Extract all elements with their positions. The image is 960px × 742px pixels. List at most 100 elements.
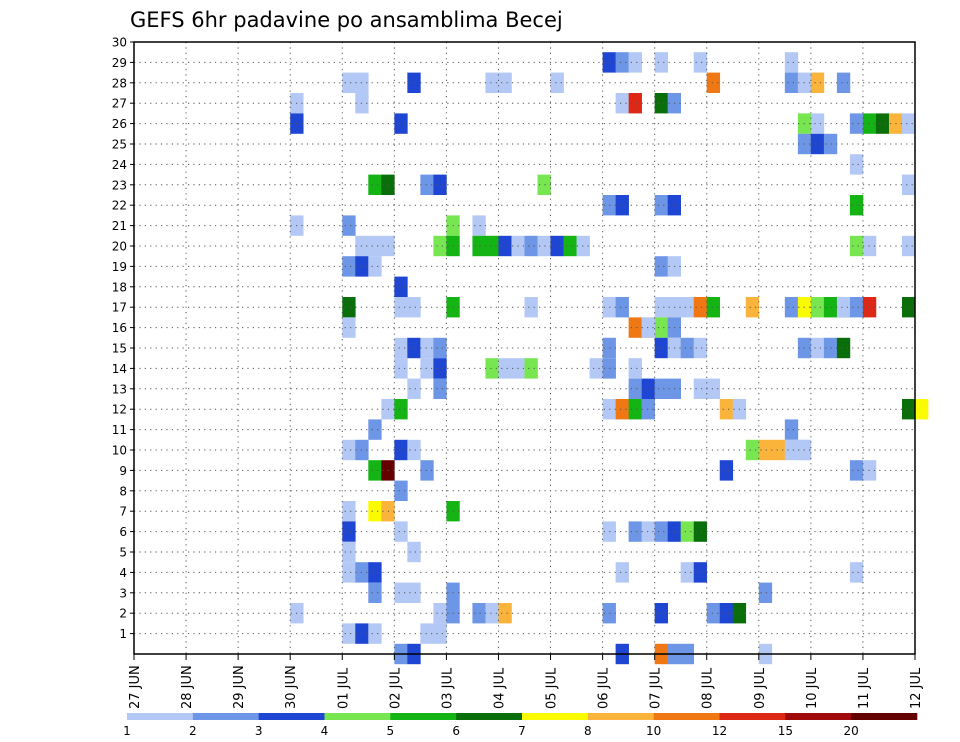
y-tick-label: 25 — [112, 138, 127, 152]
heatmap-cell — [420, 174, 434, 195]
legend-swatch — [653, 713, 720, 720]
heatmap-cell — [628, 358, 642, 379]
heatmap-cell — [654, 378, 668, 399]
heatmap-cell — [901, 174, 916, 195]
y-tick-label: 11 — [112, 423, 127, 437]
heatmap-cell — [628, 378, 642, 399]
heatmap-cell — [719, 603, 734, 624]
y-tick-label: 30 — [112, 36, 127, 50]
x-tick-label: 29 JUN — [232, 665, 247, 709]
legend-swatch — [324, 713, 391, 720]
legend-label: 5 — [387, 724, 395, 738]
heatmap-cell — [498, 72, 512, 93]
y-axis: 1234567891011121314151617181920212223242… — [112, 36, 134, 641]
heatmap-cell — [628, 52, 642, 73]
y-tick-label: 8 — [119, 484, 127, 498]
heatmap-cell — [615, 195, 629, 216]
heatmap-cell — [394, 297, 408, 318]
legend-label: 6 — [452, 724, 460, 738]
heatmap-cell — [420, 623, 434, 644]
heatmap-cell — [693, 297, 708, 318]
legend-swatch — [719, 713, 786, 720]
y-tick-label: 27 — [112, 97, 127, 111]
heatmap-cell — [693, 562, 708, 583]
heatmap-cell — [875, 113, 890, 134]
heatmap-cell — [550, 72, 564, 93]
y-tick-label: 20 — [112, 240, 127, 254]
y-tick-label: 14 — [112, 362, 127, 376]
heatmap-cell — [849, 562, 864, 583]
heatmap-cell — [394, 521, 408, 542]
heatmap-cell — [433, 378, 447, 399]
x-tick-label: 07 JUL — [649, 667, 664, 709]
heatmap-cell — [628, 399, 642, 420]
heatmap-cell — [394, 358, 408, 379]
x-tick-label: 02 JUL — [388, 667, 403, 709]
heatmap-cell — [784, 297, 799, 318]
legend-swatch — [390, 713, 457, 720]
x-tick-label: 03 JUL — [440, 667, 455, 709]
heatmap-cell — [550, 235, 564, 257]
heatmap-cell — [745, 297, 760, 318]
heatmap-cell — [784, 52, 799, 73]
cells-layer — [290, 52, 929, 665]
heatmap-cell — [758, 439, 773, 461]
y-tick-label: 22 — [112, 199, 127, 213]
y-tick-label: 9 — [119, 464, 127, 478]
heatmap-cell — [433, 358, 447, 379]
heatmap-cell — [901, 113, 916, 134]
heatmap-cell — [654, 256, 668, 277]
heatmap-cell — [719, 460, 734, 481]
y-tick-label: 5 — [119, 546, 127, 560]
heatmap-cell — [342, 72, 356, 93]
heatmap-cell — [706, 72, 721, 93]
heatmap-cell — [810, 337, 825, 359]
heatmap-cell — [628, 317, 642, 338]
heatmap-cell — [849, 460, 864, 481]
heatmap-cell — [498, 235, 512, 257]
heatmap-cell — [810, 113, 825, 134]
x-tick-label: 27 JUN — [128, 665, 143, 709]
heatmap-cell — [641, 521, 655, 542]
heatmap-cell — [693, 52, 708, 73]
heatmap-cell — [823, 337, 838, 359]
heatmap-cell — [368, 623, 382, 644]
heatmap-cell — [615, 562, 629, 583]
heatmap-cell — [394, 480, 408, 501]
heatmap-cell — [407, 582, 421, 603]
heatmap-cell — [524, 235, 538, 257]
x-axis: 27 JUN 28 JUN 29 JUN 30 JUN 01 JUL 02 JUL 03 J… — [128, 654, 924, 709]
heatmap-cell — [407, 378, 421, 399]
heatmap-cell — [706, 378, 721, 399]
heatmap-cell — [342, 317, 356, 338]
heatmap-cell — [563, 235, 577, 257]
y-tick-label: 17 — [112, 301, 127, 315]
heatmap-cell — [810, 72, 825, 93]
legend-swatch — [522, 713, 589, 720]
heatmap-cell — [836, 297, 851, 318]
legend-label: 4 — [321, 724, 329, 738]
legend-swatch — [851, 713, 918, 720]
y-tick-label: 15 — [112, 342, 127, 356]
heatmap-cell — [368, 419, 382, 440]
legend-label: 2 — [189, 724, 197, 738]
x-tick-label: 08 JUL — [701, 667, 716, 709]
heatmap-cell — [433, 174, 447, 195]
heatmap-cell — [498, 603, 512, 624]
heatmap-cell — [849, 113, 864, 134]
y-tick-label: 21 — [112, 219, 127, 233]
heatmap-cell — [368, 501, 382, 522]
y-tick-label: 7 — [119, 505, 127, 519]
x-tick-label: 09 JUL — [753, 667, 768, 709]
heatmap-cell — [394, 399, 408, 420]
chart-title: GEFS 6hr padavine po ansamblima Becej — [130, 8, 563, 32]
heatmap-cell — [537, 174, 551, 195]
y-tick-label: 16 — [112, 321, 127, 335]
y-tick-label: 4 — [119, 566, 127, 580]
heatmap-cell — [407, 72, 421, 93]
heatmap-cell — [394, 582, 408, 603]
heatmap-cell — [836, 337, 851, 359]
heatmap-cell — [849, 195, 864, 216]
heatmap-cell — [407, 439, 421, 461]
